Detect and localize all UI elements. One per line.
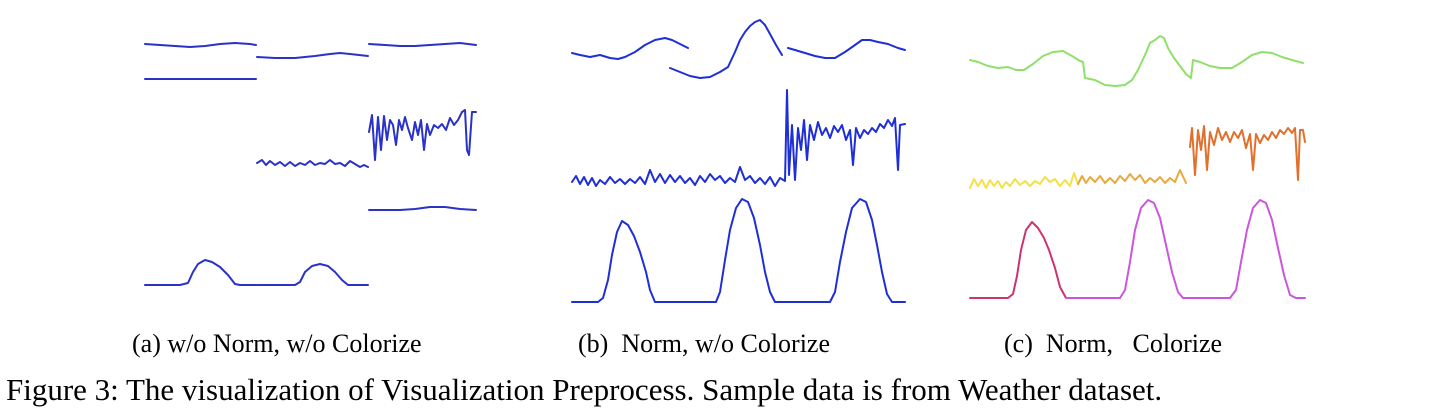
subfigure-c <box>969 35 1306 299</box>
series-line-r1c1 <box>571 37 689 60</box>
series-line-r1-green <box>969 35 1304 87</box>
series-line-r1c2 <box>256 52 369 59</box>
series-line-r3 <box>571 198 906 303</box>
series-line-r3c3 <box>368 109 477 161</box>
series-line-r2 <box>571 89 906 187</box>
series-line-r1c1 <box>144 42 257 48</box>
chart-panel-c <box>969 35 1306 299</box>
series-line-r1c3 <box>368 42 477 47</box>
series-line-r5c2 <box>256 263 369 286</box>
series-line-r2-yellow <box>969 172 1079 189</box>
chart-panel-a <box>144 42 477 286</box>
series-line-r5c1 <box>144 259 257 286</box>
series-line-r3c2 <box>256 159 369 168</box>
subfigure-c-caption: (c) Norm, Colorize <box>1004 329 1223 358</box>
subfigure-a-caption: (a) w/o Norm, w/o Colorize <box>132 329 422 358</box>
series-line-r2-amber <box>1077 169 1187 185</box>
series-line-r1c2 <box>669 19 783 79</box>
series-line-r2-orange <box>1189 125 1306 181</box>
figure-caption: Figure 3: The visualization of Visualiza… <box>6 372 1163 407</box>
subfigure-a <box>144 42 477 286</box>
chart-panel-b <box>571 19 906 303</box>
series-line-r3-crimson <box>969 221 1067 299</box>
series-line-r3-magenta <box>1065 199 1306 299</box>
series-line-r4c3 <box>368 206 477 211</box>
subfigure-b <box>571 19 906 303</box>
series-line-r1c3 <box>787 39 906 59</box>
subfigure-b-caption: (b) Norm, w/o Colorize <box>578 329 831 358</box>
